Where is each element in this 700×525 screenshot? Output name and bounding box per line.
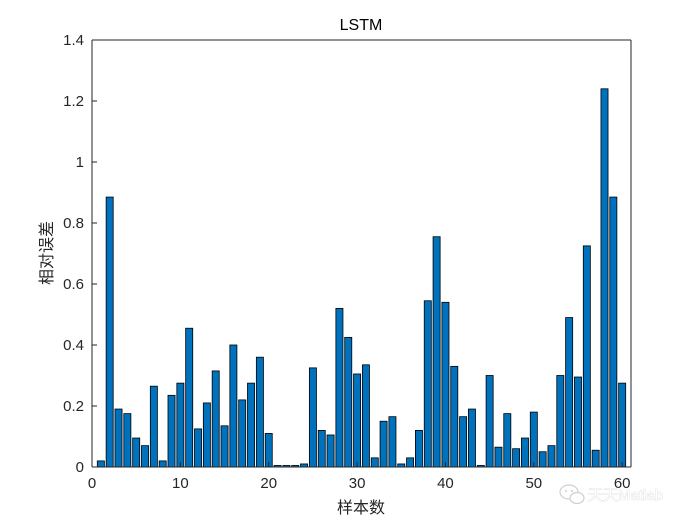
x-tick-label: 0	[88, 475, 96, 492]
bar	[485, 375, 494, 468]
bar	[609, 196, 618, 468]
bar	[238, 399, 247, 468]
y-tick-label: 0	[76, 459, 84, 476]
bar	[96, 460, 105, 468]
bar	[202, 402, 211, 468]
bar	[591, 449, 600, 468]
bar	[326, 434, 335, 468]
bar	[379, 420, 388, 468]
bar	[529, 411, 538, 468]
x-tick-label: 40	[437, 475, 454, 492]
bar	[556, 375, 565, 468]
bar	[468, 408, 476, 468]
x-tick-label: 50	[525, 475, 542, 492]
bar	[432, 236, 441, 468]
y-axis-ticks: 0 0.2 0.4 0.6 0.8 1 1.2 1.4	[63, 32, 97, 476]
x-tick-label: 20	[260, 475, 277, 492]
y-tick-label: 0.2	[63, 398, 84, 415]
bar	[114, 408, 123, 468]
y-tick-label: 0.8	[63, 215, 84, 232]
bar	[512, 448, 521, 468]
x-tick-label: 10	[172, 475, 189, 492]
bar	[353, 373, 362, 468]
bar	[229, 344, 238, 468]
bar	[158, 460, 167, 468]
chart-title: LSTM	[340, 17, 383, 34]
bar	[105, 196, 114, 468]
bar	[185, 327, 194, 468]
bar	[317, 429, 326, 468]
bar	[600, 88, 609, 468]
bar	[503, 413, 512, 468]
x-tick-label: 60	[614, 475, 631, 492]
bar	[123, 413, 132, 468]
bar	[423, 300, 432, 468]
y-tick-label: 1.2	[63, 93, 84, 110]
bar	[441, 301, 450, 468]
wechat-icon	[559, 484, 585, 505]
bar	[308, 367, 317, 468]
bar	[361, 364, 370, 468]
watermark: 天天Matlab	[559, 484, 663, 505]
bar	[388, 416, 397, 468]
bar	[344, 336, 353, 468]
bar	[582, 245, 591, 468]
bar	[521, 437, 529, 468]
bar	[414, 429, 423, 468]
bar	[176, 382, 185, 468]
x-tick-label: 30	[349, 475, 366, 492]
bar	[220, 425, 229, 468]
bar	[149, 385, 158, 468]
bar	[167, 394, 176, 468]
bar	[406, 457, 415, 468]
bar	[247, 382, 255, 468]
y-tick-label: 1	[76, 154, 84, 171]
y-tick-label: 0.6	[63, 276, 84, 293]
bar	[141, 445, 149, 468]
bar	[450, 365, 459, 468]
bar	[132, 437, 141, 468]
y-tick-label: 0.4	[63, 337, 84, 354]
bar	[211, 370, 220, 468]
x-axis-label: 样本数	[337, 498, 385, 517]
bar	[264, 433, 273, 468]
watermark-text: 天天Matlab	[588, 487, 663, 504]
bar	[194, 428, 202, 468]
bar	[565, 317, 574, 468]
bar	[459, 416, 468, 468]
bar	[547, 445, 556, 468]
x-axis-ticks: 0 10 20 30 40 50 60	[88, 462, 631, 492]
bar	[494, 446, 503, 468]
bar	[574, 376, 582, 468]
bar	[538, 451, 547, 468]
bar	[335, 307, 344, 468]
axes	[91, 39, 632, 468]
bar	[618, 382, 627, 468]
y-tick-label: 1.4	[63, 32, 84, 49]
bar	[370, 457, 379, 468]
bar	[255, 356, 264, 468]
y-axis-label: 相对误差	[37, 221, 56, 285]
